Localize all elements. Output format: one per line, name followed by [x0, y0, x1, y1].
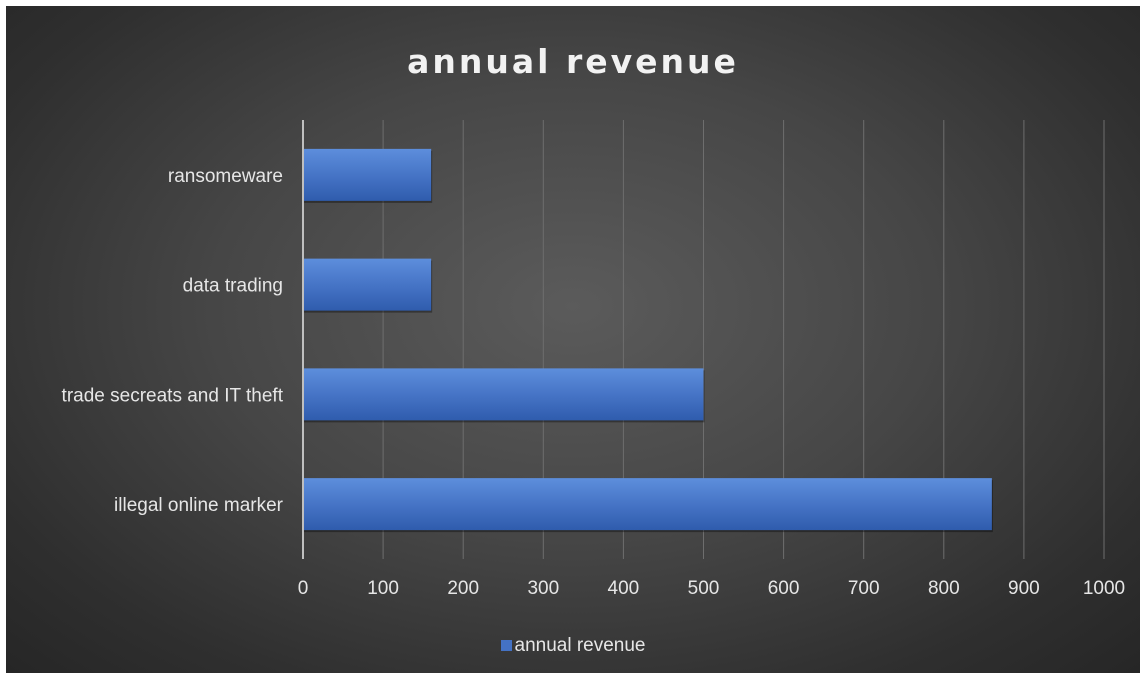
bars — [303, 148, 993, 533]
bar — [303, 258, 432, 311]
x-tick-label: 300 — [527, 578, 559, 599]
x-tick-label: 400 — [608, 578, 640, 599]
legend-label: annual revenue — [514, 635, 646, 656]
x-tick-label: 600 — [768, 578, 800, 599]
category-label: data trading — [183, 276, 283, 297]
legend: annual revenue — [6, 635, 1140, 657]
category-label: ransomeware — [168, 166, 283, 187]
legend-swatch — [500, 640, 512, 651]
labels: 0 100 200 300 400 500 600 700 800 900 1000 ransomew… — [62, 166, 1126, 599]
chart-area: annual revenue 0 100 200 300 400 500 600 700 800… — [6, 6, 1140, 673]
x-tick-label: 1000 — [1083, 578, 1125, 599]
x-tick-label: 100 — [367, 578, 399, 599]
bar-chart-plot: 0 100 200 300 400 500 600 700 800 900 1000 ransomew… — [62, 120, 1126, 599]
x-tick-label: 200 — [447, 578, 479, 599]
bar — [303, 148, 432, 201]
x-tick-label: 500 — [688, 578, 720, 599]
category-label: trade secreats and IT theft — [62, 385, 284, 406]
chart-title: annual revenue — [407, 42, 739, 81]
x-tick-label: 800 — [928, 578, 960, 599]
x-tick-label: 900 — [1008, 578, 1040, 599]
bar — [303, 368, 704, 421]
x-tick-label: 700 — [848, 578, 880, 599]
x-tick-label: 0 — [298, 578, 309, 599]
category-label: illegal online marker — [114, 495, 284, 516]
bar — [303, 478, 992, 531]
